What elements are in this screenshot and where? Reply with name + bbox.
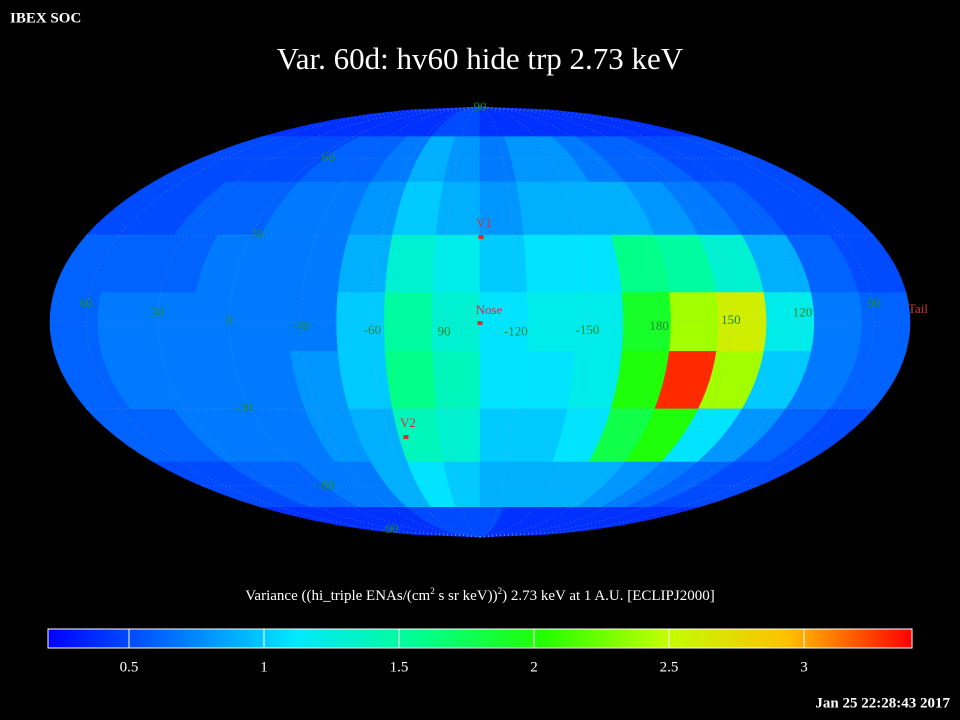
lat-label: 30 [251, 226, 264, 241]
heat-cell [384, 234, 437, 293]
meridian [479, 106, 732, 538]
lon-label: -30 [292, 318, 309, 333]
marker-label: Tail [908, 301, 928, 316]
heat-cell [435, 408, 481, 463]
heat-cell [479, 234, 528, 293]
colorbar: 0.5 1 1.5 2 2.5 3 [47, 628, 913, 675]
superscript: 2 [430, 586, 435, 596]
lat-label: -90 [381, 521, 398, 536]
heat-cell [523, 351, 576, 410]
heat-cell [240, 292, 292, 352]
lon-label: -120 [504, 324, 528, 339]
lon-label: -150 [576, 322, 600, 337]
heat-cell [479, 351, 528, 410]
marker-label: V2 [400, 415, 416, 430]
lat-label: 90 [474, 99, 487, 114]
footer: Jan 25 22:28:43 2017 [815, 695, 950, 711]
lon-label: 90 [868, 295, 881, 310]
colorbar-label: Variance ((hi_triple ENAs/(cm2 s sr keV)… [245, 586, 714, 604]
lon-label: 120 [793, 305, 813, 320]
lat-label: -60 [317, 477, 334, 492]
lon-label: 90 [438, 324, 451, 339]
heat-cell [49, 292, 102, 352]
colorbar-fill [47, 628, 913, 649]
heat-cell [431, 292, 481, 352]
marker-label: V1 [476, 215, 492, 230]
lon-label: 30 [151, 305, 164, 320]
colorbar-tick-label: 2.5 [660, 659, 679, 675]
heat-cell [523, 234, 576, 293]
map-labels: 90 60 30 -30 -60 -90 60 30 0 -30 -60 90 -120 -150 180 1… [79, 99, 928, 536]
meridian [228, 106, 481, 538]
heat-cell [384, 351, 437, 410]
label-part: s sr keV)) [435, 588, 498, 604]
title: Var. 60d: hv60 hide trp 2.73 keV [277, 41, 684, 76]
marker-dot [478, 235, 484, 239]
label-part: ) 2.73 keV at 1 A.U. [ECLIPJ2000] [502, 588, 715, 604]
meridian [372, 106, 481, 538]
heat-cell [435, 181, 481, 236]
header: IBEX SOC [10, 10, 81, 26]
lon-label: 150 [721, 312, 741, 327]
heat-cell [97, 292, 150, 352]
meridian [479, 106, 875, 538]
colorbar-tick-label: 1.5 [390, 659, 409, 675]
lon-label: -60 [364, 322, 381, 337]
marker-dot [477, 321, 483, 325]
lat-label: -30 [235, 400, 252, 415]
colorbar-tick-label: 2 [530, 659, 538, 675]
lon-label: 180 [649, 318, 669, 333]
graticule [50, 106, 910, 538]
heat-cell [432, 351, 481, 410]
heat-cell [479, 408, 525, 463]
heat-cell [384, 292, 434, 352]
lat-label: 60 [322, 149, 335, 164]
heat-cell [432, 234, 481, 293]
colorbar-tick-label: 3 [800, 659, 808, 675]
marker-label: Nose [476, 302, 503, 317]
meridian [479, 106, 588, 538]
meridian [85, 106, 481, 538]
lon-label: 60 [79, 295, 92, 310]
marker-dot [403, 435, 409, 439]
lon-label: 0 [226, 312, 233, 327]
colorbar-tick-label: 1 [260, 659, 268, 675]
heat-cell [479, 506, 699, 538]
superscript: 2 [498, 586, 503, 596]
label-part: Variance ((hi_triple ENAs/(cm [245, 588, 430, 604]
colorbar-tick-label: 0.5 [120, 659, 139, 675]
